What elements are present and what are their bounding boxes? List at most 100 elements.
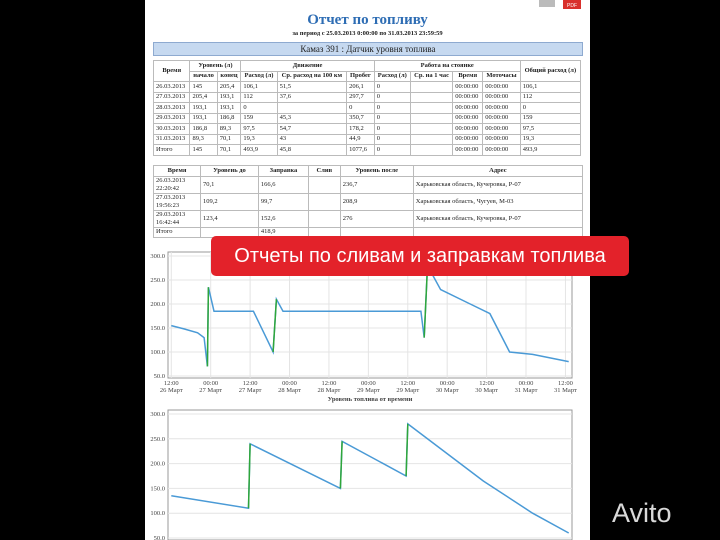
- x-tick-sublabel: 29 Март: [396, 387, 419, 394]
- table-cell: 00:00:00: [482, 112, 521, 124]
- summary-table: Время Уровень (л) Движение Работа на стоянк…: [152, 60, 582, 156]
- table-cell: 00:00:00: [452, 133, 484, 145]
- header-cell: Движение: [240, 60, 375, 72]
- table-cell: 29.03.2013: [152, 112, 191, 124]
- table-cell: 31.03.2013: [152, 133, 191, 145]
- table-cell: 44,9: [346, 133, 375, 145]
- report-period: за период с 25.03.2013 0:00:00 по 31.03.…: [292, 30, 443, 37]
- table-cell: 109,2: [200, 192, 259, 211]
- table-cell: 205,4: [216, 81, 242, 93]
- table-cell: [409, 102, 454, 114]
- table-cell: 0: [373, 123, 411, 135]
- y-tick-label: 250.0: [150, 277, 165, 284]
- header-cell: Время: [452, 70, 484, 82]
- header-cell: Моточасы: [482, 70, 521, 82]
- x-tick-label: 00:00: [519, 380, 534, 387]
- pdf-icon[interactable]: [563, 0, 581, 9]
- x-tick-label: 12:00: [164, 380, 179, 387]
- table-cell: 00:00:00: [482, 102, 521, 114]
- header-cell: Работа на стоянке: [373, 60, 521, 72]
- section-header: Камаз 391 : Датчик уровня топлива: [153, 42, 583, 56]
- table-cell: 0: [373, 81, 411, 93]
- table-cell: 00:00:00: [482, 133, 521, 145]
- table-cell: 70,1: [216, 133, 242, 145]
- y-tick-label: 50.0: [154, 535, 165, 540]
- refuel-table: Время Уровень до Заправка Слив Уровень после…: [153, 165, 584, 238]
- table-cell: 106,1: [519, 81, 582, 93]
- table-cell: 350,7: [346, 112, 375, 124]
- report-title: Отчет по топливу: [307, 12, 428, 28]
- table-cell: 112: [240, 91, 278, 103]
- x-tick-sublabel: 31 Март: [554, 387, 577, 394]
- table-row: 29.03.2013 16:42:44 123,4 152,6 276 Харьковс…: [153, 209, 584, 228]
- table-cell: 123,4: [200, 209, 259, 228]
- x-tick-sublabel: 26 Март: [160, 387, 183, 394]
- y-tick-label: 300.0: [150, 253, 165, 260]
- report-page: Отчет по топливу за период с 25.03.2013 …: [145, 0, 590, 540]
- fuel-line: [171, 262, 569, 367]
- x-tick-label: 00:00: [440, 380, 455, 387]
- table-cell: [409, 144, 454, 156]
- table-cell: 00:00:00: [452, 81, 484, 93]
- x-tick-label: 12:00: [322, 380, 337, 387]
- table-cell: 00:00:00: [452, 123, 484, 135]
- x-tick-label: 12:00: [479, 380, 494, 387]
- header-cell: Ср. расход на 100 км: [276, 70, 348, 82]
- toolbar-icons: PDF: [539, 0, 581, 9]
- table-cell: [409, 91, 454, 103]
- header-row: начало конец Расход (л) Ср. расход на 100 к…: [154, 70, 581, 82]
- x-tick-label: 12:00: [558, 380, 573, 387]
- x-tick-label: 00:00: [203, 380, 218, 387]
- table-cell: 193,1: [189, 112, 218, 124]
- table-cell: Харьковская область, Кучеровка, Р-07: [412, 209, 584, 228]
- table-cell: 297,7: [346, 91, 375, 103]
- table-cell: 54,7: [276, 123, 348, 135]
- table-cell: 193,1: [216, 102, 242, 114]
- table-cell: [409, 133, 454, 145]
- table-cell: 0: [373, 133, 411, 145]
- y-tick-label: 50.0: [154, 373, 165, 380]
- table-cell: 43: [276, 133, 348, 145]
- table-cell: 89,3: [216, 123, 242, 135]
- header-cell: Ср. на 1 час: [409, 70, 454, 82]
- table-cell: 70,1: [216, 144, 242, 156]
- table-cell: 166,6: [257, 175, 310, 194]
- table-cell: Итого: [153, 226, 201, 238]
- x-tick-sublabel: 27 Март: [199, 387, 222, 394]
- table-cell: 00:00:00: [482, 144, 521, 156]
- x-tick-sublabel: 28 Март: [318, 387, 341, 394]
- table-cell: 178,2: [346, 123, 375, 135]
- header-cell: Слив: [308, 165, 341, 177]
- table-cell: 29.03.2013 16:42:44: [153, 209, 201, 228]
- x-tick-label: 12:00: [400, 380, 415, 387]
- table-cell: 145: [189, 81, 218, 93]
- table-cell: 28.03.2013: [152, 102, 191, 114]
- plot-area: [167, 409, 573, 540]
- table-cell: 00:00:00: [452, 102, 484, 114]
- table-cell: 00:00:00: [452, 144, 484, 156]
- header-row: Время Уровень до Заправка Слив Уровень после…: [153, 165, 584, 177]
- table-cell: 26.03.2013 22:20:42: [153, 175, 201, 194]
- table-cell: 493,9: [519, 144, 582, 156]
- print-icon[interactable]: [539, 0, 555, 7]
- header-cell: Время: [152, 60, 191, 82]
- table-cell: 27.03.2013 19:56:23: [153, 192, 201, 211]
- table-cell: 0: [240, 102, 278, 114]
- table-cell: 26.03.2013: [152, 81, 191, 93]
- table-cell: 27.03.2013: [152, 91, 191, 103]
- table-cell: Итого: [152, 144, 191, 156]
- table-cell: 0: [373, 144, 411, 156]
- chart-caption: Уровень топлива от времени: [328, 396, 413, 403]
- table-cell: 19,3: [240, 133, 278, 145]
- promo-banner: Отчеты по сливам и заправкам топлива: [211, 236, 629, 276]
- table-cell: 00:00:00: [482, 91, 521, 103]
- table-cell: 193,1: [189, 102, 218, 114]
- header-cell: Расход (л): [373, 70, 411, 82]
- table-row: 26.03.2013 22:20:42 70,1 166,6 236,7 Харьков…: [153, 175, 584, 194]
- table-cell: 0: [373, 102, 411, 114]
- table-cell: 159: [240, 112, 278, 124]
- table-cell: 1077,6: [346, 144, 375, 156]
- x-tick-label: 12:00: [243, 380, 258, 387]
- watermark: Avito: [612, 498, 672, 528]
